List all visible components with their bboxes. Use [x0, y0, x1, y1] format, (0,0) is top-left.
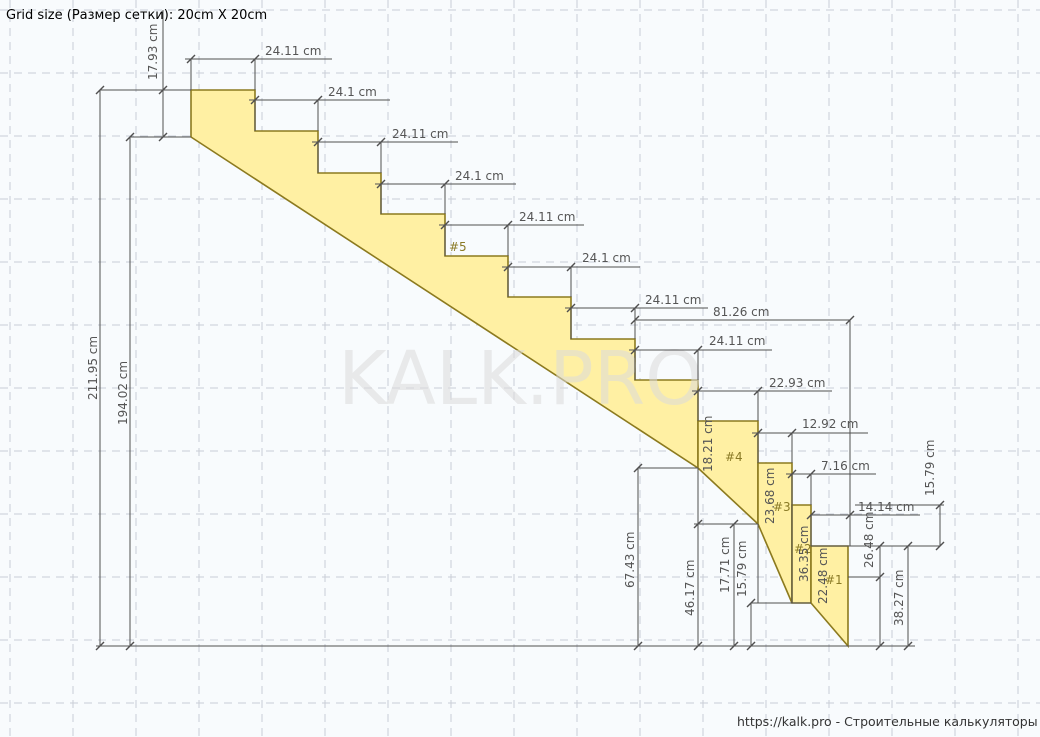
watermark: KALK.PRO [338, 336, 703, 422]
tread-dimension: 24.11 cm [392, 127, 448, 141]
height-dimension: 46.17 cm [683, 560, 697, 616]
step-height-dimension: 15.79 cm [923, 440, 937, 496]
step-height-dimension: 23.68 cm [763, 468, 777, 524]
tread-dimension: 24.1 cm [582, 251, 631, 265]
tread-dimension: 24.11 cm [645, 293, 701, 307]
step-height-dimension: 36.35 cm [797, 526, 811, 582]
step-height-dimension: 26.48 cm [862, 512, 876, 568]
tread-dimension: 24.1 cm [455, 169, 504, 183]
height-dimension: 38.27 cm [892, 570, 906, 626]
winder-tread-dimension: 22.93 cm [769, 376, 825, 390]
first-rise-dimension: 17.93 cm [146, 24, 160, 80]
tread-dimension: 24.1 cm [328, 85, 377, 99]
grid-size-label: Grid size (Размер сетки): 20cm X 20cm [6, 8, 267, 23]
section-label: #5 [449, 240, 467, 254]
section-label: #4 [725, 450, 743, 464]
tread-dimension: 24.11 cm [265, 44, 321, 58]
tread-dimension: 24.11 cm [709, 334, 765, 348]
winder-tread-dimension: 12.92 cm [802, 417, 858, 431]
section-label: #2 [794, 542, 812, 556]
height-dimension: 67.43 cm [623, 532, 637, 588]
section-label: #3 [773, 500, 791, 514]
upper-flight-height-dimension: 194.02 cm [116, 361, 130, 425]
step-height-dimension: 22.48 cm [816, 548, 830, 604]
section-label: #1 [825, 573, 843, 587]
winder-run-total: 81.26 cm [713, 305, 769, 319]
footer-link[interactable]: https://kalk.pro - Строительные калькуля… [737, 714, 1038, 729]
height-dimension: 17.71 cm [718, 537, 732, 593]
step-height-dimension: 18.21 cm [701, 416, 715, 472]
tread-dimension: 24.11 cm [519, 210, 575, 224]
total-height-dimension: 211.95 cm [86, 336, 100, 400]
winder-tread-dimension: 14.14 cm [858, 500, 914, 514]
dimension-lines [96, 10, 944, 647]
dimension-ticks [95, 54, 945, 651]
height-dimension: 15.79 cm [735, 541, 749, 597]
winder-tread-dimension: 7.16 cm [821, 459, 870, 473]
